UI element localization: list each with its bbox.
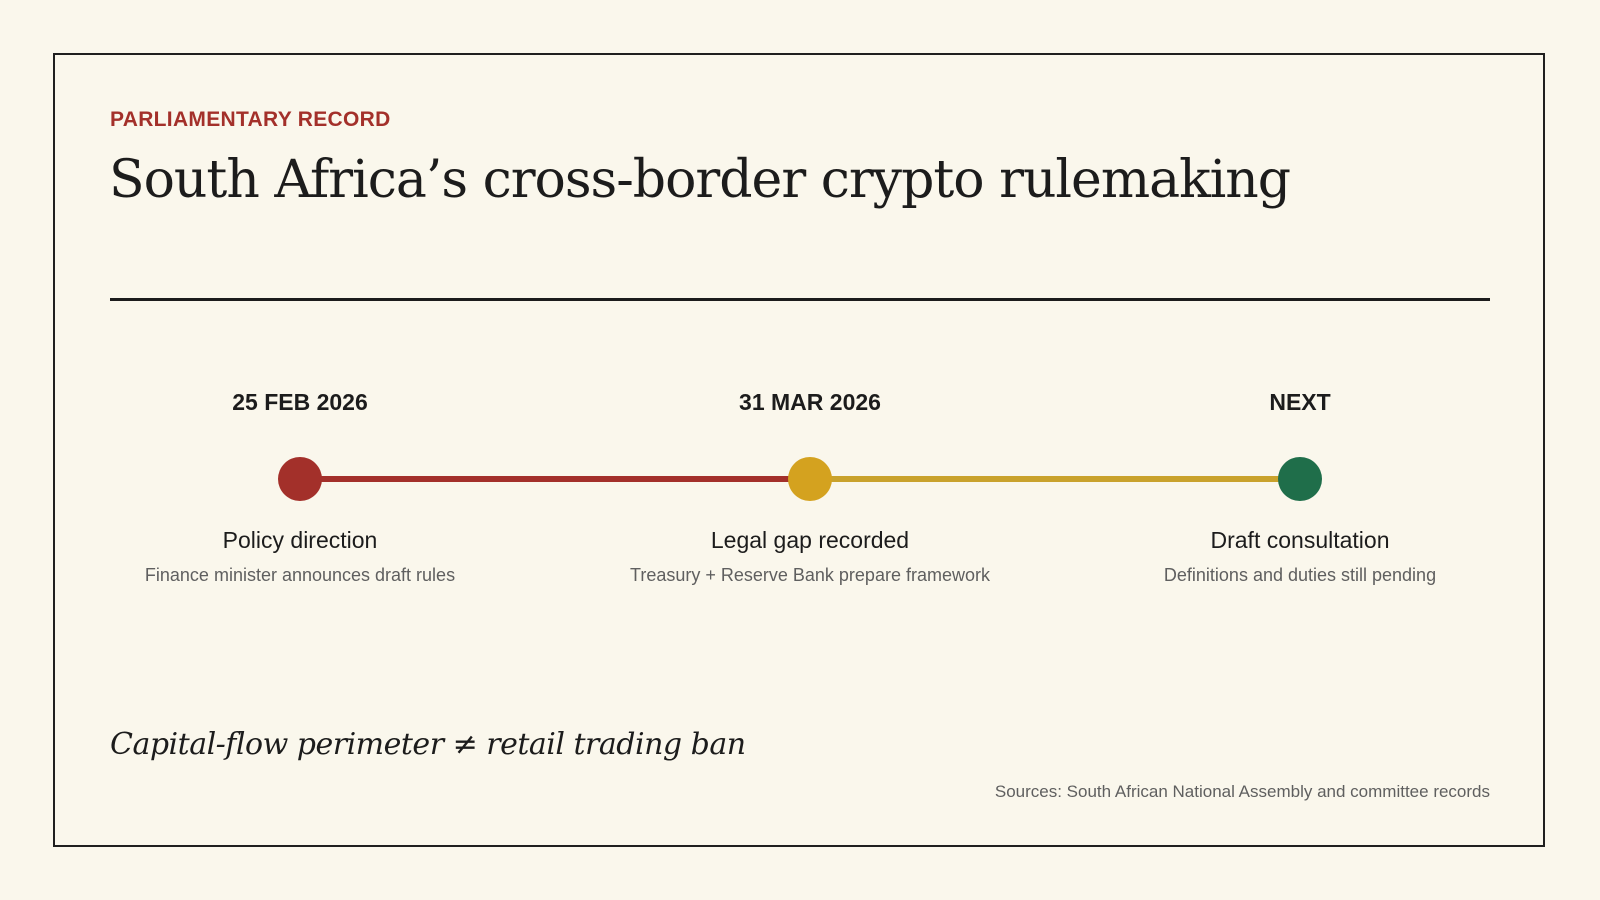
milestone-label: Legal gap recorded: [710, 527, 910, 553]
milestone-date: NEXT: [1269, 389, 1331, 415]
milestone-date: 25 FEB 2026: [232, 389, 368, 415]
page-title: South Africa’s cross-border crypto rulem…: [109, 150, 1291, 210]
milestone-marker-3: [1278, 457, 1322, 501]
milestone-description: Treasury + Reserve Bank prepare framewor…: [630, 565, 990, 585]
milestone-marker-2: [788, 457, 832, 501]
tagline: Capital-flow perimeter ≠ retail trading …: [110, 727, 746, 762]
milestone-label: Draft consultation: [1210, 527, 1390, 553]
section-kicker: PARLIAMENTARY RECORD: [110, 108, 391, 131]
card-frame: [53, 53, 1545, 847]
milestone-label: Policy direction: [222, 527, 378, 553]
milestone-date: 31 MAR 2026: [739, 389, 881, 415]
sources-note: Sources: South African National Assembly…: [994, 782, 1490, 801]
title-divider: [110, 298, 1490, 301]
milestone-description: Finance minister announces draft rules: [144, 565, 456, 585]
milestone-marker-1: [278, 457, 322, 501]
milestone-description: Definitions and duties still pending: [1163, 565, 1437, 585]
